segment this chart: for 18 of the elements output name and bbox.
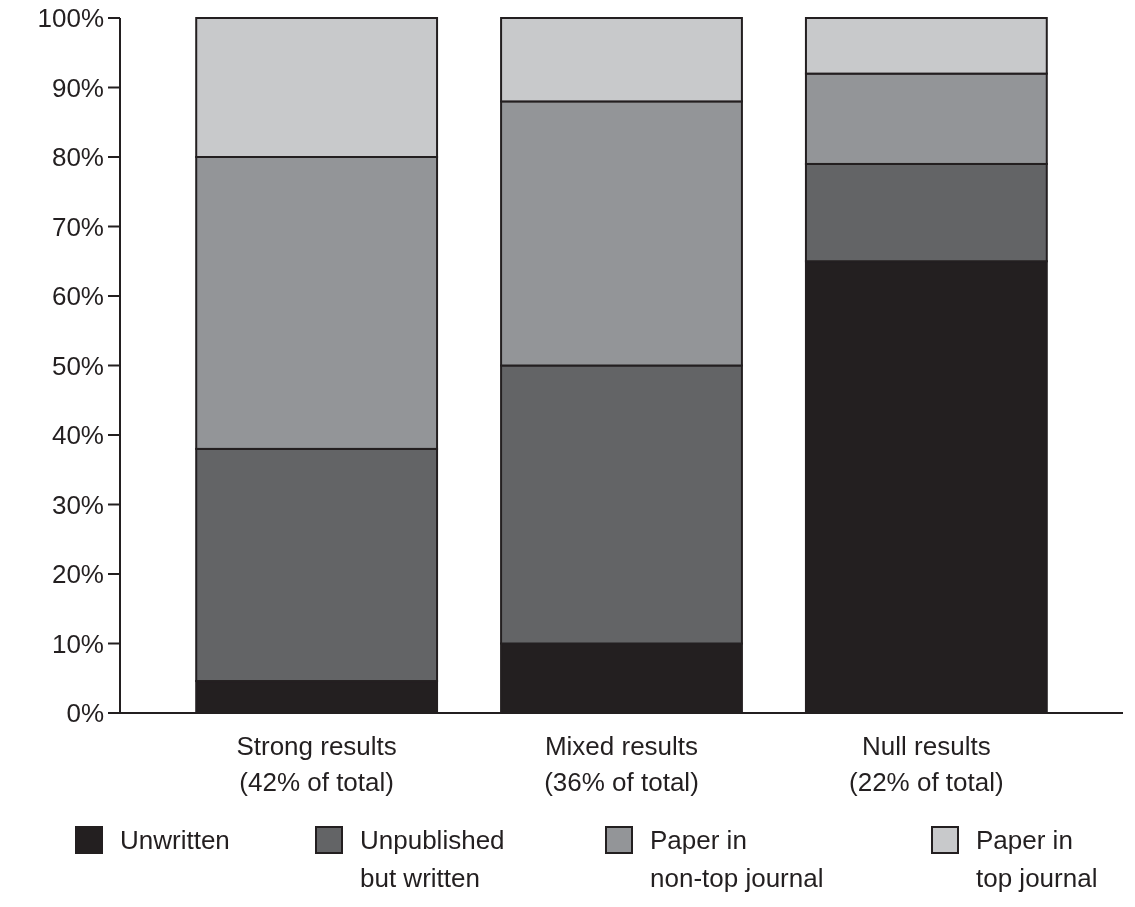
y-tick-label: 50% xyxy=(51,350,104,381)
y-tick-label: 100% xyxy=(37,3,104,34)
x-tick-label: Strong results (42% of total) xyxy=(236,731,397,797)
legend-label: Paper in top journal xyxy=(976,825,1098,893)
x-tick-label: Null results (22% of total) xyxy=(849,731,1004,797)
y-tick-label: 20% xyxy=(51,559,104,590)
y-tick-label: 10% xyxy=(51,628,104,659)
y-tick-label: 90% xyxy=(51,72,104,103)
legend-label: Unpublished but written xyxy=(360,825,505,893)
y-tick-label: 0% xyxy=(66,698,104,729)
legend-label: Unwritten xyxy=(120,825,230,855)
legend-label: Paper in non-top journal xyxy=(650,825,824,893)
y-tick-label: 80% xyxy=(51,142,104,173)
y-tick-label: 40% xyxy=(51,420,104,451)
y-tick-label: 30% xyxy=(51,489,104,520)
y-tick-label: 70% xyxy=(51,211,104,242)
y-tick-label: 60% xyxy=(51,281,104,312)
x-tick-label: Mixed results (36% of total) xyxy=(544,731,699,797)
